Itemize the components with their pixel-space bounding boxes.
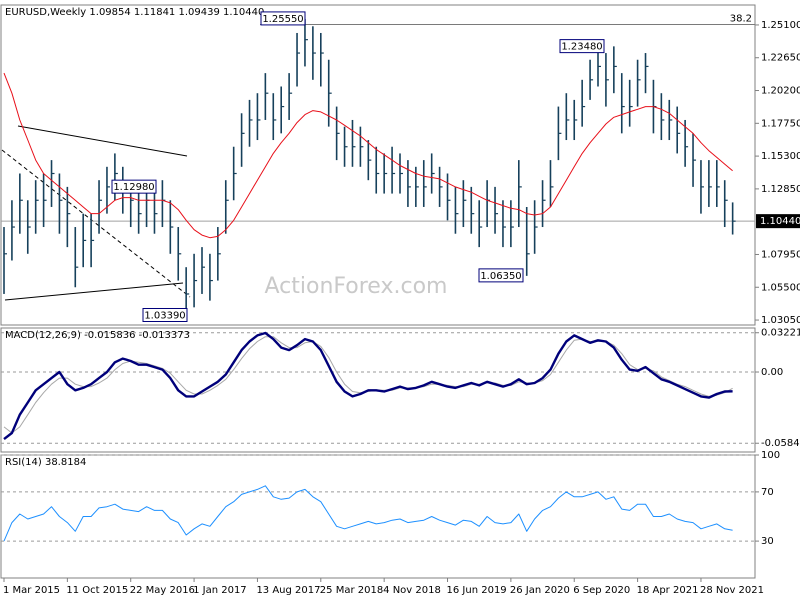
rsi-line — [3, 485, 733, 542]
panel-title: RSI(14) 38.8184 — [5, 457, 86, 468]
trend-line — [17, 125, 188, 157]
y-tick-label: 1.17750 — [761, 118, 800, 129]
fib-label: 38.2 — [730, 14, 752, 25]
x-tick-label: 25 Mar 2018 — [320, 585, 383, 596]
panel-frame — [0, 454, 756, 579]
x-tick-label: 16 Jun 2019 — [447, 585, 507, 596]
price-label-box — [111, 179, 157, 194]
last-price-label: 1.10440 — [760, 216, 800, 227]
x-tick-label: 13 Aug 2017 — [256, 585, 320, 596]
panel-title: EURUSD,Weekly 1.09854 1.11841 1.09439 1.… — [5, 7, 264, 18]
y-tick-label: 1.20200 — [761, 86, 800, 97]
y-tick-label: -0.058413 — [761, 438, 800, 449]
y-tick-label: 100 — [761, 450, 780, 461]
x-tick-label: 4 Nov 2018 — [383, 585, 441, 596]
price-label: 1.12980 — [113, 182, 154, 193]
price-label-box — [260, 11, 306, 26]
price-label: 1.06350 — [480, 271, 521, 282]
panel-title: MACD(12,26,9) -0.015836 -0.013373 — [5, 330, 190, 341]
x-tick-label: 1 Jan 2017 — [193, 585, 247, 596]
y-tick-label: 1.05500 — [761, 282, 800, 293]
price-label-box — [478, 268, 524, 283]
x-tick-label: 28 Nov 2021 — [700, 585, 764, 596]
panel-frame — [0, 4, 756, 326]
y-tick-label: 1.25100 — [761, 20, 800, 31]
y-tick-label: 1.12850 — [761, 184, 800, 195]
trend-line — [4, 282, 184, 301]
x-tick-label: 22 May 2016 — [130, 585, 195, 596]
price-label: 1.03390 — [144, 310, 185, 321]
price-label-box — [142, 307, 188, 322]
macd-line — [3, 331, 733, 441]
y-tick-label: 70 — [761, 487, 774, 498]
price-label-box — [559, 39, 605, 54]
moving-average — [3, 72, 733, 239]
x-tick-label: 18 Apr 2021 — [637, 585, 699, 596]
y-tick-label: 30 — [761, 536, 774, 547]
y-tick-label: 1.22650 — [761, 53, 800, 64]
panel-frame — [0, 327, 756, 453]
price-label: 1.23480 — [561, 42, 602, 53]
last-price-box — [756, 214, 800, 229]
y-tick-label: 1.07950 — [761, 249, 800, 260]
watermark: ActionForex.com — [265, 274, 448, 299]
x-tick-label: 11 Oct 2015 — [66, 585, 128, 596]
y-tick-label: 1.03050 — [761, 315, 800, 326]
x-tick-label: 1 Mar 2015 — [3, 585, 60, 596]
price-label: 1.25550 — [262, 14, 303, 25]
x-tick-label: 26 Jan 2020 — [510, 585, 570, 596]
y-tick-label: 0.00 — [761, 367, 783, 378]
x-tick-label: 6 Sep 2020 — [573, 585, 630, 596]
trend-line-dashed — [1, 149, 191, 298]
y-tick-label: 0.032215 — [761, 328, 800, 339]
y-tick-label: 1.15300 — [761, 151, 800, 162]
